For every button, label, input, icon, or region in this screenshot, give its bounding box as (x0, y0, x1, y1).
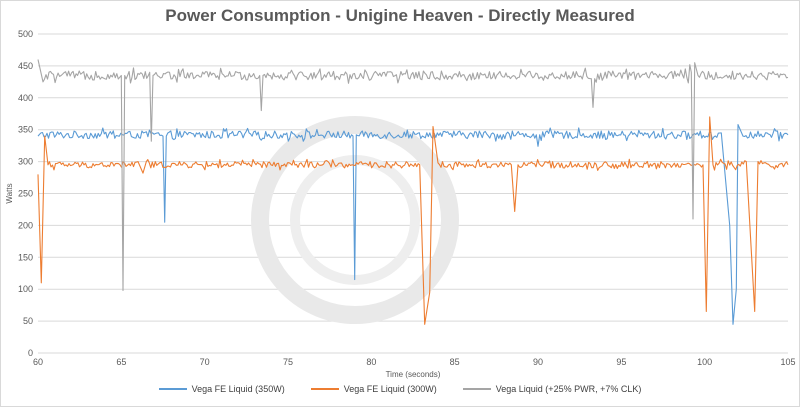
series-line-3 (37, 59, 789, 292)
x-tick-label: 80 (366, 357, 376, 367)
y-tick-label: 50 (23, 316, 33, 326)
x-tick-label: 85 (450, 357, 460, 367)
y-tick-label: 200 (18, 220, 33, 230)
legend-label: Vega Liquid (+25% PWR, +7% CLK) (495, 384, 642, 394)
legend-swatch (310, 388, 339, 390)
x-tick-label: 70 (200, 357, 210, 367)
y-tick-label: 400 (18, 93, 33, 103)
chart-title: Power Consumption - Unigine Heaven - Dir… (165, 6, 635, 25)
y-tick-label: 450 (18, 61, 33, 71)
y-axis-label: Watts (5, 183, 14, 203)
y-tick-label: 100 (18, 284, 33, 294)
x-tick-label: 100 (697, 357, 712, 367)
x-tick-label: 95 (616, 357, 626, 367)
x-tick-label: 105 (780, 357, 795, 367)
x-tick-label: 90 (533, 357, 543, 367)
legend-item-3: Vega Liquid (+25% PWR, +7% CLK) (462, 384, 642, 394)
legend-swatch (158, 388, 187, 390)
legend: Vega FE Liquid (350W) Vega FE Liquid (300… (0, 384, 800, 394)
x-tick-label: 75 (283, 357, 293, 367)
legend-label: Vega FE Liquid (350W) (191, 384, 285, 394)
y-tick-label: 350 (18, 125, 33, 135)
legend-swatch (462, 388, 491, 390)
y-tick-label: 500 (18, 29, 33, 39)
y-axis-ticks: 0 50 100 150 200 250 300 350 400 450 500 (18, 29, 33, 358)
y-tick-label: 150 (18, 252, 33, 262)
series-line-2 (37, 116, 789, 325)
x-tick-label: 65 (116, 357, 126, 367)
legend-label: Vega FE Liquid (300W) (343, 384, 437, 394)
x-axis-ticks: 60 65 70 75 80 85 90 95 100 105 (33, 357, 796, 367)
x-tick-label: 60 (33, 357, 43, 367)
series-lines (37, 59, 789, 325)
legend-item-2: Vega FE Liquid (300W) (310, 384, 437, 394)
y-tick-label: 250 (18, 189, 33, 199)
y-tick-label: 0 (28, 348, 33, 358)
x-axis-label: Time (seconds) (386, 370, 441, 379)
legend-item-1: Vega FE Liquid (350W) (158, 384, 285, 394)
y-tick-label: 300 (18, 157, 33, 167)
watermark-ring (251, 116, 459, 324)
series-line-1 (37, 124, 789, 325)
